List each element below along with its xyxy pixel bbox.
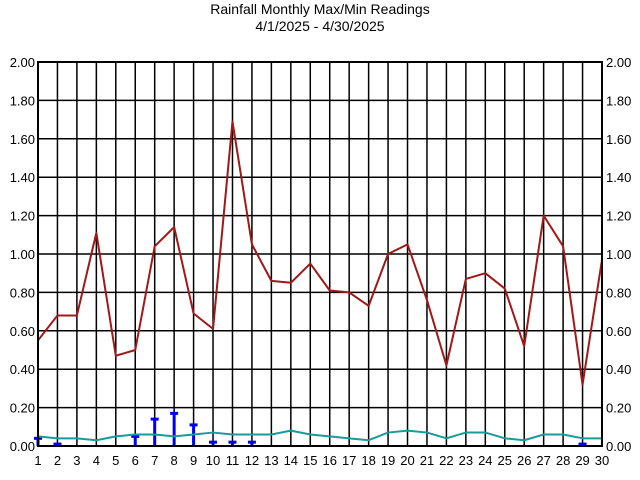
chart-subtitle: 4/1/2025 - 4/30/2025	[255, 18, 384, 34]
x-tick-label: 20	[400, 453, 414, 468]
grid	[37, 61, 603, 447]
y-axis-right: 0.00 0.20 0.40 0.60 0.80 1.00 1.20 1.40 1.60 1.80…	[606, 55, 631, 454]
y-tick-label-left: 0.20	[10, 401, 35, 416]
x-tick-label: 9	[190, 453, 197, 468]
y-tick-label-left: 1.60	[10, 132, 35, 147]
x-tick-label: 21	[420, 453, 434, 468]
x-tick-label: 1	[34, 453, 41, 468]
x-axis: 1 2 3 4 5 6 7 8 9 10 11 12 13 14 15 16 17 18 19 20 21 22 23 24 2…	[34, 453, 609, 468]
y-tick-label-right: 0.40	[606, 362, 631, 377]
y-tick-label-right: 0.20	[606, 401, 631, 416]
x-tick-label: 29	[575, 453, 589, 468]
y-tick-label-left: 0.80	[10, 285, 35, 300]
y-tick-label-right: 0.60	[606, 324, 631, 339]
x-tick-label: 7	[151, 453, 158, 468]
min-max-bars	[34, 411, 587, 446]
x-tick-label: 6	[132, 453, 139, 468]
x-tick-label: 22	[439, 453, 453, 468]
y-tick-label-right: 1.00	[606, 247, 631, 262]
y-tick-label-left: 1.20	[10, 209, 35, 224]
y-tick-label-right: 0.00	[606, 439, 631, 454]
y-tick-label-right: 1.40	[606, 170, 631, 185]
x-tick-label: 26	[517, 453, 531, 468]
series-lines	[37, 120, 603, 442]
x-tick-label: 10	[206, 453, 220, 468]
y-tick-label-right: 1.80	[606, 93, 631, 108]
x-tick-label: 13	[264, 453, 278, 468]
x-tick-label: 19	[381, 453, 395, 468]
y-tick-label-left: 0.40	[10, 362, 35, 377]
y-tick-label-left: 1.00	[10, 247, 35, 262]
y-tick-label-left: 0.60	[10, 324, 35, 339]
x-tick-label: 12	[245, 453, 259, 468]
x-tick-label: 14	[284, 453, 298, 468]
x-tick-label: 15	[303, 453, 317, 468]
y-tick-label-left: 1.80	[10, 93, 35, 108]
x-tick-label: 28	[556, 453, 570, 468]
y-tick-label-right: 2.00	[606, 55, 631, 70]
x-tick-label: 5	[112, 453, 119, 468]
y-tick-label-right: 0.80	[606, 285, 631, 300]
y-tick-label-right: 1.60	[606, 132, 631, 147]
plot-frame	[37, 61, 603, 447]
x-tick-label: 16	[322, 453, 336, 468]
x-tick-label: 8	[171, 453, 178, 468]
y-tick-label-right: 1.20	[606, 209, 631, 224]
x-tick-label: 2	[54, 453, 61, 468]
y-axis-left: 0.00 0.20 0.40 0.60 0.80 1.00 1.20 1.40 1.60 1.80…	[10, 55, 35, 454]
x-tick-label: 3	[73, 453, 80, 468]
x-tick-label: 23	[459, 453, 473, 468]
x-tick-label: 11	[226, 453, 240, 468]
y-tick-label-left: 0.00	[10, 439, 35, 454]
y-tick-label-left: 1.40	[10, 170, 35, 185]
x-tick-label: 27	[536, 453, 550, 468]
chart-title: Rainfall Monthly Max/Min Readings	[210, 1, 429, 17]
series-line-2	[37, 429, 602, 442]
y-tick-label-left: 2.00	[10, 55, 35, 70]
series-line-1	[37, 120, 603, 386]
x-tick-label: 17	[342, 453, 356, 468]
x-tick-label: 4	[93, 453, 100, 468]
x-tick-label: 25	[498, 453, 512, 468]
x-tick-label: 24	[478, 453, 492, 468]
x-tick-label: 30	[595, 453, 609, 468]
x-tick-label: 18	[361, 453, 375, 468]
